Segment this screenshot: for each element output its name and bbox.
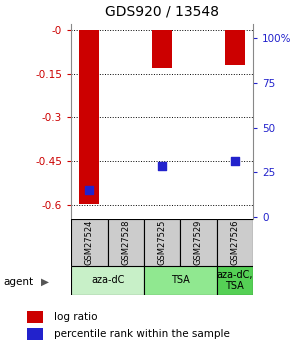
Text: GSM27528: GSM27528 bbox=[121, 220, 130, 265]
Bar bbox=[144, 219, 180, 266]
Point bbox=[160, 164, 165, 169]
Text: GSM27525: GSM27525 bbox=[158, 220, 167, 265]
Point bbox=[87, 187, 92, 193]
Text: aza-dC,
TSA: aza-dC, TSA bbox=[217, 269, 253, 291]
Bar bbox=[152, 30, 172, 68]
Bar bbox=[108, 219, 144, 266]
Bar bbox=[71, 266, 144, 295]
Bar bbox=[180, 219, 217, 266]
Bar bbox=[27, 310, 43, 323]
Bar bbox=[217, 266, 253, 295]
Bar bbox=[217, 219, 253, 266]
Text: log ratio: log ratio bbox=[54, 312, 98, 322]
Bar bbox=[225, 30, 245, 65]
Text: ▶: ▶ bbox=[41, 277, 49, 287]
Bar bbox=[144, 266, 217, 295]
Text: agent: agent bbox=[3, 277, 33, 287]
Title: GDS920 / 13548: GDS920 / 13548 bbox=[105, 5, 219, 19]
Bar bbox=[71, 219, 108, 266]
Text: TSA: TSA bbox=[171, 275, 190, 285]
Point bbox=[232, 158, 237, 164]
Bar bbox=[27, 328, 43, 340]
Text: GSM27524: GSM27524 bbox=[85, 220, 94, 265]
Text: GSM27526: GSM27526 bbox=[230, 220, 239, 265]
Text: aza-dC: aza-dC bbox=[91, 275, 124, 285]
Text: GSM27529: GSM27529 bbox=[194, 220, 203, 265]
Bar bbox=[79, 30, 99, 204]
Text: percentile rank within the sample: percentile rank within the sample bbox=[54, 329, 230, 339]
